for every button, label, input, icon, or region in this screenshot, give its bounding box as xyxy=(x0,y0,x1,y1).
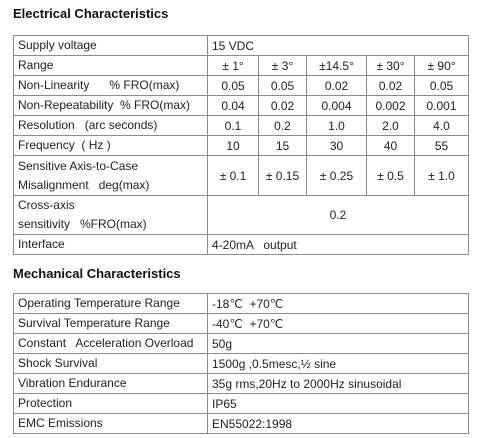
value: 4-20mA output xyxy=(206,234,470,255)
row-label: Cross-axis sensitivity %FRO(max) xyxy=(13,195,208,235)
row: Frequency ( Hz ) 10 15 30 40 55 xyxy=(13,135,470,156)
cell: ± 3° xyxy=(258,55,307,76)
row-label: Vibration Endurance xyxy=(13,373,208,394)
row: Shock Survival 1500g ,0.5mesc,½ sine xyxy=(13,353,469,374)
label-line: EMC Emissions xyxy=(18,416,103,430)
row: Supply voltage 15 VDC xyxy=(13,35,470,56)
cell: 4.0 xyxy=(413,115,470,136)
row-label: Resolution (arc seconds) xyxy=(13,115,208,136)
value: EN55022:1998 xyxy=(207,413,469,434)
cell: 0.002 xyxy=(366,95,415,116)
cell: 0.02 xyxy=(306,75,367,96)
value: 1500g ,0.5mesc,½ sine xyxy=(207,353,469,374)
label-line: Vibration Endurance xyxy=(18,376,127,390)
value: 15 VDC xyxy=(206,35,470,56)
cell: ± 0.1 xyxy=(207,155,259,196)
row-label: Operating Temperature Range xyxy=(13,293,208,314)
cell: 0.05 xyxy=(258,75,307,96)
label-line: Constant Acceleration Overload xyxy=(18,336,194,350)
section-title: Mechanical Characteristics xyxy=(13,266,181,281)
mechanical-table: Operating Temperature Range -18℃ +70℃ Surv… xyxy=(13,293,469,434)
label-line: Non-Repeatability % FRO(max) xyxy=(18,98,191,112)
value: 0.2 xyxy=(206,195,470,235)
cell: 40 xyxy=(366,135,415,156)
row: Range ± 1° ± 3° ±14.5° ± 30° ± 90° xyxy=(13,55,470,76)
row: Constant Acceleration Overload 50g xyxy=(13,333,469,354)
row-label: Range xyxy=(13,55,208,76)
cell: ± 0.15 xyxy=(258,155,307,196)
cell: 0.1 xyxy=(207,115,259,136)
label-line: Non-Linearity % FRO(max) xyxy=(18,78,180,92)
cell: ± 1.0 xyxy=(413,155,470,196)
label-line: Operating Temperature Range xyxy=(18,296,180,310)
row: EMC Emissions EN55022:1998 xyxy=(13,413,469,434)
cell: 10 xyxy=(207,135,259,156)
cell: 0.02 xyxy=(258,95,307,116)
cell: 55 xyxy=(413,135,470,156)
label-line: Shock Survival xyxy=(18,356,98,370)
row: Vibration Endurance 35g rms,20Hz to 2000H… xyxy=(13,373,469,394)
row: Survival Temperature Range -40℃ +70℃ xyxy=(13,313,469,334)
cell: ± 1° xyxy=(207,55,259,76)
row-label: Survival Temperature Range xyxy=(13,313,208,334)
row: Protection IP65 xyxy=(13,393,469,414)
row: Non-Linearity % FRO(max) 0.05 0.05 0.02 0.02… xyxy=(13,75,470,96)
cell: 1.0 xyxy=(306,115,367,136)
row-label: Non-Repeatability % FRO(max) xyxy=(13,95,208,116)
label-line: Misalignment deg(max) xyxy=(18,177,150,192)
row: Interface 4-20mA output xyxy=(13,234,470,255)
label-line: Sensitive Axis-to-Case xyxy=(18,158,139,173)
label-line: Survival Temperature Range xyxy=(18,316,170,330)
cell: 30 xyxy=(306,135,367,156)
value: -40℃ +70℃ xyxy=(207,313,469,334)
row-label: Shock Survival xyxy=(13,353,208,374)
value: 50g xyxy=(207,333,469,354)
cell: 0.04 xyxy=(207,95,259,116)
row: Resolution (arc seconds) 0.1 0.2 1.0 2.0 4.0 xyxy=(13,115,470,136)
label-line: Resolution (arc seconds) xyxy=(18,118,158,132)
row-label: Non-Linearity % FRO(max) xyxy=(13,75,208,96)
label-line: Supply voltage xyxy=(18,38,97,52)
section-title: Electrical Characteristics xyxy=(13,6,169,21)
row-label: Frequency ( Hz ) xyxy=(13,135,208,156)
row-label: Protection xyxy=(13,393,208,414)
cell: 15 xyxy=(258,135,307,156)
label-line: Interface xyxy=(18,237,65,251)
row-label: Constant Acceleration Overload xyxy=(13,333,208,354)
electrical-table: Supply voltage 15 VDC Range ± 1° ± 3° ±14.5° ±… xyxy=(13,35,470,255)
cell: ± 30° xyxy=(366,55,415,76)
row-label: Supply voltage xyxy=(13,35,208,56)
row: Non-Repeatability % FRO(max) 0.04 0.02 0.00… xyxy=(13,95,470,116)
cell: ± 0.25 xyxy=(306,155,367,196)
cell: 0.05 xyxy=(207,75,259,96)
value: 35g rms,20Hz to 2000Hz sinusoidal xyxy=(207,373,469,394)
cell: 0.001 xyxy=(413,95,470,116)
row-label: Interface xyxy=(13,234,208,255)
label-line: Cross-axis xyxy=(18,198,75,212)
cell: 0.02 xyxy=(366,75,415,96)
cell: 0.2 xyxy=(258,115,307,136)
row: Operating Temperature Range -18℃ +70℃ xyxy=(13,293,469,314)
value: -18℃ +70℃ xyxy=(207,293,469,314)
cell: 0.05 xyxy=(413,75,470,96)
cell: 2.0 xyxy=(366,115,415,136)
label-line: sensitivity %FRO(max) xyxy=(18,217,147,231)
cell: 0.004 xyxy=(306,95,367,116)
label-line: Range xyxy=(18,58,54,72)
cell: ± 0.5 xyxy=(366,155,415,196)
cell: ±14.5° xyxy=(306,55,367,76)
row-label: Sensitive Axis-to-Case Misalignment deg(m… xyxy=(13,155,208,196)
row-label: EMC Emissions xyxy=(13,413,208,434)
row: Cross-axis sensitivity %FRO(max) 0.2 xyxy=(13,195,470,235)
cell: ± 90° xyxy=(413,55,470,76)
value: IP65 xyxy=(207,393,469,414)
label-line: Protection xyxy=(18,396,73,410)
row: Sensitive Axis-to-Case Misalignment deg(m… xyxy=(13,155,470,196)
label-line: Frequency ( Hz ) xyxy=(18,138,111,152)
